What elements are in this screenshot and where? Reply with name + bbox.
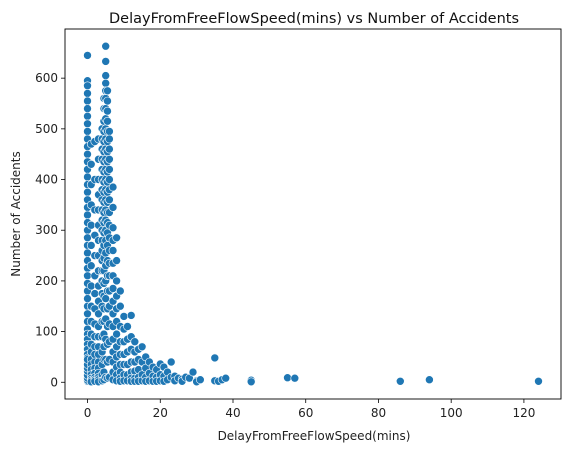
y-axis: 0 100 200 300 400 500 600 xyxy=(35,71,65,389)
data-point xyxy=(103,116,112,126)
x-tick-label: 40 xyxy=(225,406,240,420)
data-point xyxy=(86,261,96,271)
data-point xyxy=(83,248,92,258)
data-point xyxy=(83,104,92,113)
data-point xyxy=(137,342,147,352)
data-point xyxy=(83,172,92,182)
data-point xyxy=(105,175,114,184)
data-point xyxy=(126,311,136,320)
data-point xyxy=(83,294,92,303)
data-point xyxy=(108,246,118,255)
y-tick-label: 0 xyxy=(50,375,58,389)
data-point xyxy=(86,160,96,169)
data-point xyxy=(105,144,114,154)
data-point xyxy=(188,367,198,377)
data-point xyxy=(166,357,176,367)
y-tick-label: 400 xyxy=(35,173,58,187)
data-point xyxy=(83,187,92,197)
data-point xyxy=(116,286,125,296)
data-point xyxy=(101,71,110,80)
data-point xyxy=(83,119,92,129)
data-point xyxy=(83,111,92,121)
data-point xyxy=(83,127,92,136)
data-point xyxy=(83,89,92,98)
data-point xyxy=(83,149,92,159)
data-point xyxy=(108,203,118,212)
data-point xyxy=(105,195,114,205)
data-point xyxy=(83,271,92,281)
y-tick-label: 300 xyxy=(35,223,58,237)
data-point xyxy=(116,301,125,311)
x-tick-label: 120 xyxy=(512,406,535,420)
data-point xyxy=(105,155,114,164)
data-point xyxy=(283,373,292,383)
plot-frame xyxy=(64,28,562,400)
data-point xyxy=(112,233,121,243)
data-point xyxy=(83,233,92,243)
data-point xyxy=(108,223,118,232)
data-point xyxy=(290,373,300,383)
data-point xyxy=(534,376,543,386)
x-axis: 0 20 40 60 80 100 120 xyxy=(84,399,535,420)
data-point xyxy=(101,57,110,66)
data-point xyxy=(90,289,100,298)
data-point xyxy=(210,353,220,363)
data-point xyxy=(112,256,121,265)
x-axis-label: DelayFromFreeFlowSpeed(mins) xyxy=(218,429,411,443)
y-tick-label: 600 xyxy=(35,71,58,85)
data-point xyxy=(123,322,132,331)
data-point xyxy=(86,241,96,250)
x-tick-label: 0 xyxy=(84,406,92,420)
data-point xyxy=(221,373,230,383)
data-point xyxy=(108,284,118,293)
data-point xyxy=(105,134,114,144)
data-point xyxy=(103,96,112,106)
data-point xyxy=(86,281,96,291)
x-tick-label: 20 xyxy=(153,406,168,420)
data-point xyxy=(112,276,121,286)
data-point xyxy=(246,377,256,387)
data-point xyxy=(425,375,434,385)
data-point xyxy=(83,309,92,319)
data-point xyxy=(196,375,205,385)
data-point xyxy=(105,127,114,136)
data-point xyxy=(119,312,129,321)
data-point xyxy=(101,78,110,88)
data-point xyxy=(83,51,92,60)
data-point xyxy=(105,165,114,174)
data-point xyxy=(83,210,92,220)
chart-title: DelayFromFreeFlowSpeed(mins) vs Number o… xyxy=(109,11,519,27)
x-tick-label: 60 xyxy=(298,406,313,420)
data-point xyxy=(395,376,405,386)
data-point xyxy=(103,106,112,116)
data-point xyxy=(83,81,92,91)
data-point xyxy=(103,86,112,96)
x-tick-label: 80 xyxy=(371,406,386,420)
data-point xyxy=(83,96,92,106)
y-tick-label: 200 xyxy=(35,274,58,288)
y-tick-label: 500 xyxy=(35,122,58,136)
data-point xyxy=(86,220,96,230)
y-tick-label: 100 xyxy=(35,325,58,339)
data-point xyxy=(130,337,140,347)
y-axis-label: Number of Accidents xyxy=(9,151,23,277)
data-point xyxy=(108,182,118,192)
data-point xyxy=(94,309,103,319)
data-point xyxy=(101,294,110,303)
data-points xyxy=(83,41,543,387)
data-point xyxy=(112,329,121,339)
data-point xyxy=(101,41,110,51)
x-tick-label: 100 xyxy=(440,406,463,420)
